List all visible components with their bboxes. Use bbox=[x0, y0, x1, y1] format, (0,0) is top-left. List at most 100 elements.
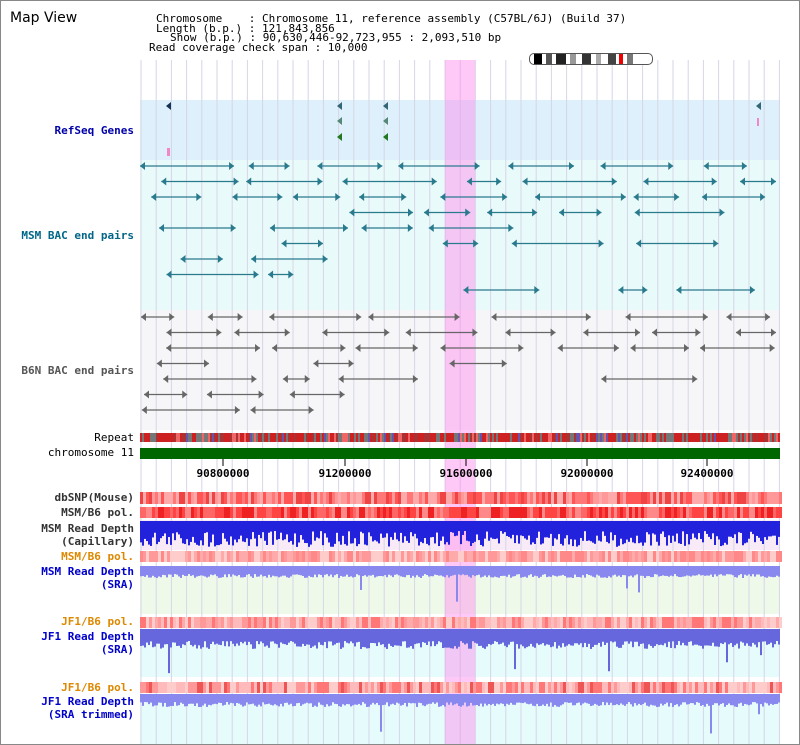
repeat-segment bbox=[640, 433, 642, 442]
msm-pol-sra-cell bbox=[464, 551, 467, 562]
msm-sra-depth-bar bbox=[450, 566, 452, 577]
track-label-msm-read-depth-sra[interactable]: MSM Read Depth bbox=[41, 565, 134, 578]
capillary-depth-bar bbox=[740, 521, 742, 533]
repeat-segment bbox=[354, 433, 356, 442]
msm-pol-cell bbox=[242, 507, 245, 518]
msm-sra-depth-bar bbox=[612, 566, 614, 576]
jf1-pol-cell bbox=[668, 617, 671, 628]
capillary-depth-bar bbox=[596, 521, 598, 536]
dbsnp-cell bbox=[224, 492, 227, 504]
msm-pol-sra-cell bbox=[344, 551, 347, 562]
msm-sra-depth-bar bbox=[416, 566, 418, 576]
jf1-pol-cell bbox=[404, 617, 407, 628]
track-label-b6n-bac-end-pairs[interactable]: B6N BAC end pairs bbox=[21, 364, 134, 377]
jf1-trim-depth-bar bbox=[546, 694, 548, 704]
jf1-pol-cell bbox=[575, 682, 578, 693]
repeat-segment bbox=[408, 433, 410, 442]
repeat-segment bbox=[418, 433, 420, 442]
jf1-pol-cell bbox=[350, 682, 353, 693]
repeat-segment bbox=[694, 433, 696, 442]
jf1-pol-cell bbox=[284, 617, 287, 628]
jf1-trim-depth-bar bbox=[334, 694, 336, 704]
msm-sra-depth-bar bbox=[288, 566, 290, 578]
repeat-segment bbox=[488, 433, 490, 442]
msm-sra-depth-bar bbox=[766, 566, 768, 578]
gene-marker bbox=[166, 102, 171, 110]
capillary-depth-bar bbox=[700, 521, 702, 539]
msm-pol-sra-cell bbox=[434, 551, 437, 562]
jf1-sra-depth-bar bbox=[488, 629, 490, 645]
repeat-segment bbox=[376, 433, 378, 442]
capillary-depth-bar bbox=[672, 521, 674, 536]
capillary-depth-bar bbox=[564, 521, 566, 539]
msm-sra-depth-bar bbox=[432, 566, 434, 577]
jf1-trim-depth-bar bbox=[742, 694, 744, 706]
track-label-msm-b6-pol-sra[interactable]: MSM/B6 pol. bbox=[61, 550, 134, 563]
capillary-depth-bar bbox=[762, 521, 764, 544]
track-label-jf1-b6-pol-2[interactable]: JF1/B6 pol. bbox=[61, 681, 134, 694]
track-label-repeat[interactable]: Repeat bbox=[94, 431, 134, 444]
jf1-pol-cell bbox=[329, 682, 332, 693]
dbsnp-cell bbox=[617, 492, 620, 504]
capillary-depth-bar bbox=[340, 521, 342, 545]
jf1-pol-cell bbox=[521, 617, 524, 628]
jf1-pol-cell bbox=[659, 682, 662, 693]
msm-sra-depth-bar bbox=[436, 566, 438, 576]
chromosome-ideogram[interactable] bbox=[529, 53, 653, 65]
jf1-pol-cell bbox=[683, 617, 686, 628]
msm-sra-depth-bar bbox=[572, 566, 574, 578]
track-label-msm-bac-end-pairs[interactable]: MSM BAC end pairs bbox=[21, 229, 134, 242]
capillary-depth-bar bbox=[412, 521, 414, 537]
jf1-sra-depth-bar bbox=[570, 629, 572, 646]
jf1-pol-cell bbox=[521, 682, 524, 693]
repeat-segment bbox=[508, 433, 510, 442]
msm-sra-depth-bar bbox=[772, 566, 774, 578]
track-label-msm-b6-pol[interactable]: MSM/B6 pol. bbox=[61, 506, 134, 519]
msm-pol-sra-cell bbox=[563, 551, 566, 562]
jf1-sra-depth-bar bbox=[590, 629, 592, 649]
track-label-msm-read-depth-capillary[interactable]: MSM Read Depth bbox=[41, 522, 134, 535]
msm-pol-cell bbox=[299, 507, 302, 518]
jf1-sra-depth-bar bbox=[282, 629, 284, 644]
track-label-dbsnp[interactable]: dbSNP(Mouse) bbox=[54, 491, 134, 504]
repeat-segment bbox=[230, 433, 232, 442]
msm-pol-cell bbox=[617, 507, 620, 518]
repeat-segment bbox=[502, 433, 504, 442]
msm-pol-cell bbox=[368, 507, 371, 518]
dbsnp-cell bbox=[341, 492, 344, 504]
track-label-jf1-b6-pol[interactable]: JF1/B6 pol. bbox=[61, 615, 134, 628]
msm-sra-depth-bar bbox=[318, 566, 320, 575]
repeat-segment bbox=[278, 433, 280, 442]
jf1-trim-depth-bar bbox=[386, 694, 388, 703]
jf1-pol-cell bbox=[407, 617, 410, 628]
jf1-trim-depth-bar bbox=[648, 694, 650, 707]
msm-pol-sra-cell bbox=[260, 551, 263, 562]
capillary-depth-bar bbox=[562, 521, 564, 546]
msm-pol-sra-cell bbox=[398, 551, 401, 562]
track-label-chromosome[interactable]: chromosome 11 bbox=[47, 446, 134, 459]
jf1-trim-depth-bar bbox=[474, 694, 476, 706]
track-label-jf1-read-depth-sra[interactable]: JF1 Read Depth bbox=[41, 630, 134, 643]
track-label-refseq-genes[interactable]: RefSeq Genes bbox=[54, 124, 134, 137]
dbsnp-cell bbox=[776, 492, 779, 504]
msm-pol-sra-cell bbox=[278, 551, 281, 562]
jf1-pol-cell bbox=[731, 617, 734, 628]
repeat-segment bbox=[428, 433, 430, 442]
repeat-segment bbox=[490, 433, 492, 442]
msm-pol-cell bbox=[755, 507, 758, 518]
jf1-pol-cell bbox=[233, 682, 236, 693]
jf1-pol-cell bbox=[719, 617, 722, 628]
jf1-pol-cell bbox=[248, 617, 251, 628]
msm-sra-depth-bar bbox=[204, 566, 206, 577]
track-label-jf1-read-depth-trimmed[interactable]: JF1 Read Depth bbox=[41, 695, 134, 708]
msm-bac-pair-end bbox=[463, 286, 469, 294]
jf1-pol-cell bbox=[317, 682, 320, 693]
jf1-pol-cell bbox=[533, 617, 536, 628]
jf1-trim-depth-bar bbox=[156, 694, 158, 706]
capillary-depth-bar bbox=[186, 521, 188, 540]
jf1-trim-depth-bar bbox=[148, 694, 150, 705]
msm-pol-cell bbox=[683, 507, 686, 518]
jf1-sra-depth-bar bbox=[318, 629, 320, 643]
jf1-sra-depth-bar bbox=[350, 629, 352, 642]
